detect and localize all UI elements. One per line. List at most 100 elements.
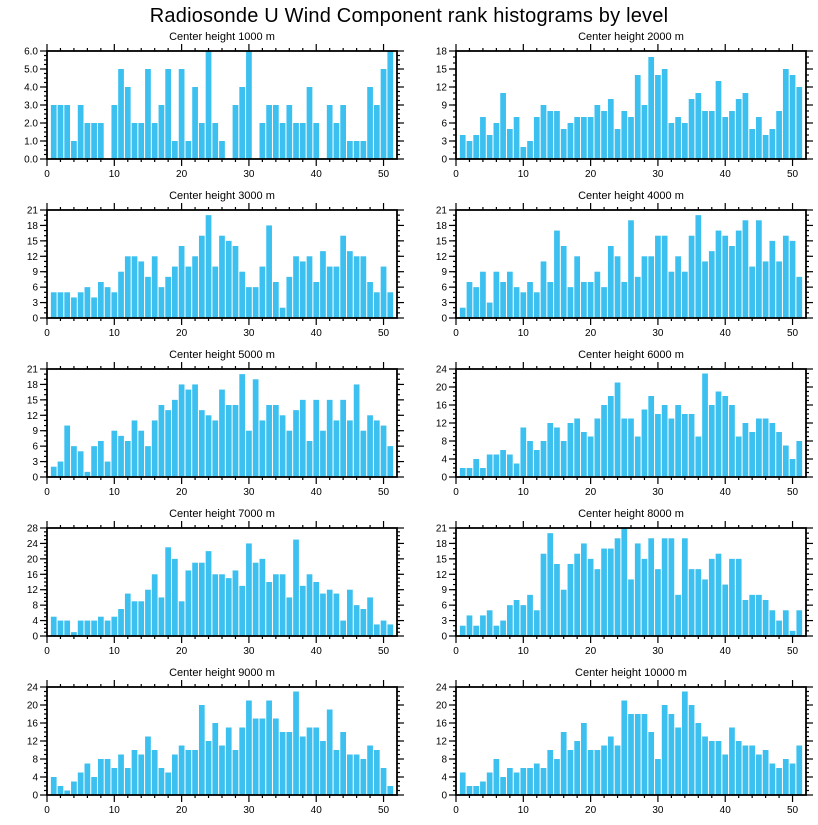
svg-text:0: 0 xyxy=(44,646,50,657)
svg-text:10: 10 xyxy=(518,328,530,339)
svg-text:30: 30 xyxy=(652,169,664,180)
svg-text:8: 8 xyxy=(32,755,38,766)
svg-text:0: 0 xyxy=(44,328,50,339)
histogram-chart-8000m: 0 3 6 9 12 15 18 21 0 10 20 30 40 50 xyxy=(436,521,813,657)
svg-text:20: 20 xyxy=(27,701,39,712)
svg-text:20: 20 xyxy=(176,328,188,339)
svg-text:0: 0 xyxy=(441,632,447,643)
svg-text:6.0: 6.0 xyxy=(24,47,38,58)
svg-text:10: 10 xyxy=(109,646,121,657)
svg-text:16: 16 xyxy=(27,719,39,730)
panel-title: Center height 10000 m xyxy=(575,667,687,679)
svg-text:20: 20 xyxy=(585,169,597,180)
svg-text:24: 24 xyxy=(27,683,39,694)
svg-text:30: 30 xyxy=(243,805,255,816)
svg-text:20: 20 xyxy=(436,383,448,394)
svg-text:50: 50 xyxy=(378,328,390,339)
svg-text:30: 30 xyxy=(652,487,664,498)
svg-text:8: 8 xyxy=(32,601,38,612)
svg-text:10: 10 xyxy=(109,805,121,816)
svg-text:16: 16 xyxy=(27,570,39,581)
svg-text:0: 0 xyxy=(453,169,459,180)
svg-text:40: 40 xyxy=(311,169,323,180)
svg-text:40: 40 xyxy=(720,169,732,180)
svg-text:20: 20 xyxy=(176,487,188,498)
svg-text:50: 50 xyxy=(787,328,799,339)
svg-text:28: 28 xyxy=(27,524,39,535)
svg-text:12: 12 xyxy=(436,737,448,748)
svg-text:8: 8 xyxy=(441,437,447,448)
svg-text:20: 20 xyxy=(176,646,188,657)
svg-text:9: 9 xyxy=(441,101,447,112)
svg-text:12: 12 xyxy=(27,737,39,748)
svg-text:0: 0 xyxy=(453,487,459,498)
panel-title: Center height 4000 m xyxy=(578,190,684,202)
panel-6000m: Center height 6000 m 0 4 8 12 16 20 24 0 10 20 30 4… xyxy=(414,348,814,507)
svg-text:15: 15 xyxy=(436,65,448,76)
svg-text:15: 15 xyxy=(436,236,448,247)
svg-text:0: 0 xyxy=(32,632,38,643)
svg-text:50: 50 xyxy=(378,487,390,498)
svg-text:6: 6 xyxy=(441,601,447,612)
svg-text:15: 15 xyxy=(436,554,448,565)
svg-text:40: 40 xyxy=(720,646,732,657)
svg-text:24: 24 xyxy=(436,683,448,694)
svg-text:24: 24 xyxy=(27,539,39,550)
svg-text:18: 18 xyxy=(436,539,448,550)
svg-text:18: 18 xyxy=(27,221,39,232)
panel-title: Center height 1000 m xyxy=(169,31,275,43)
svg-text:9: 9 xyxy=(32,426,38,437)
svg-text:30: 30 xyxy=(243,487,255,498)
histogram-chart-7000m: 0 4 8 12 16 20 24 28 0 10 20 30 40 50 xyxy=(27,521,404,657)
svg-text:9: 9 xyxy=(441,585,447,596)
panel-title: Center height 3000 m xyxy=(169,190,275,202)
panel-title: Center height 5000 m xyxy=(169,349,275,361)
svg-text:0: 0 xyxy=(453,328,459,339)
svg-text:0: 0 xyxy=(453,805,459,816)
panel-title: Center height 8000 m xyxy=(578,508,684,520)
svg-text:6: 6 xyxy=(441,119,447,130)
svg-text:18: 18 xyxy=(436,221,448,232)
svg-text:0: 0 xyxy=(441,314,447,325)
svg-text:30: 30 xyxy=(243,169,255,180)
svg-text:30: 30 xyxy=(652,328,664,339)
svg-text:12: 12 xyxy=(436,83,448,94)
svg-text:20: 20 xyxy=(585,328,597,339)
svg-text:8: 8 xyxy=(441,755,447,766)
svg-text:5.0: 5.0 xyxy=(24,65,38,76)
svg-text:20: 20 xyxy=(585,487,597,498)
svg-text:3: 3 xyxy=(441,137,447,148)
svg-text:10: 10 xyxy=(518,646,530,657)
histogram-chart-9000m: 0 4 8 12 16 20 24 0 10 20 30 40 50 xyxy=(27,680,404,816)
svg-text:12: 12 xyxy=(27,585,39,596)
panel-title: Center height 2000 m xyxy=(578,31,684,43)
svg-text:40: 40 xyxy=(311,805,323,816)
panel-1000m: Center height 1000 m 0.0 1.0 2.0 3.0 4.0 5.0 6… xyxy=(5,30,405,189)
svg-text:12: 12 xyxy=(27,411,39,422)
svg-text:40: 40 xyxy=(311,646,323,657)
svg-text:10: 10 xyxy=(109,169,121,180)
svg-text:10: 10 xyxy=(109,487,121,498)
panel-10000m: Center height 10000 m 0 4 8 12 16 20 24 0 10 20 30… xyxy=(414,666,814,825)
svg-text:0: 0 xyxy=(441,155,447,166)
svg-text:20: 20 xyxy=(27,554,39,565)
svg-text:3.0: 3.0 xyxy=(24,101,38,112)
svg-text:9: 9 xyxy=(441,267,447,278)
svg-text:12: 12 xyxy=(436,419,448,430)
svg-text:4.0: 4.0 xyxy=(24,83,38,94)
svg-text:4: 4 xyxy=(32,773,38,784)
svg-text:0: 0 xyxy=(441,791,447,802)
svg-text:50: 50 xyxy=(787,487,799,498)
histogram-chart-5000m: 0 3 6 9 12 15 18 21 0 10 20 30 40 50 xyxy=(27,362,404,498)
panel-title: Center height 7000 m xyxy=(169,508,275,520)
panel-4000m: Center height 4000 m 0 3 6 9 12 15 18 21 0 10 20 30… xyxy=(414,189,814,348)
svg-text:50: 50 xyxy=(378,169,390,180)
svg-text:50: 50 xyxy=(787,169,799,180)
svg-text:10: 10 xyxy=(109,328,121,339)
svg-text:21: 21 xyxy=(27,206,39,217)
svg-text:0: 0 xyxy=(44,487,50,498)
svg-text:40: 40 xyxy=(720,487,732,498)
svg-text:16: 16 xyxy=(436,719,448,730)
svg-text:21: 21 xyxy=(436,206,448,217)
histogram-chart-3000m: 0 3 6 9 12 15 18 21 0 10 20 30 40 50 xyxy=(27,203,404,339)
